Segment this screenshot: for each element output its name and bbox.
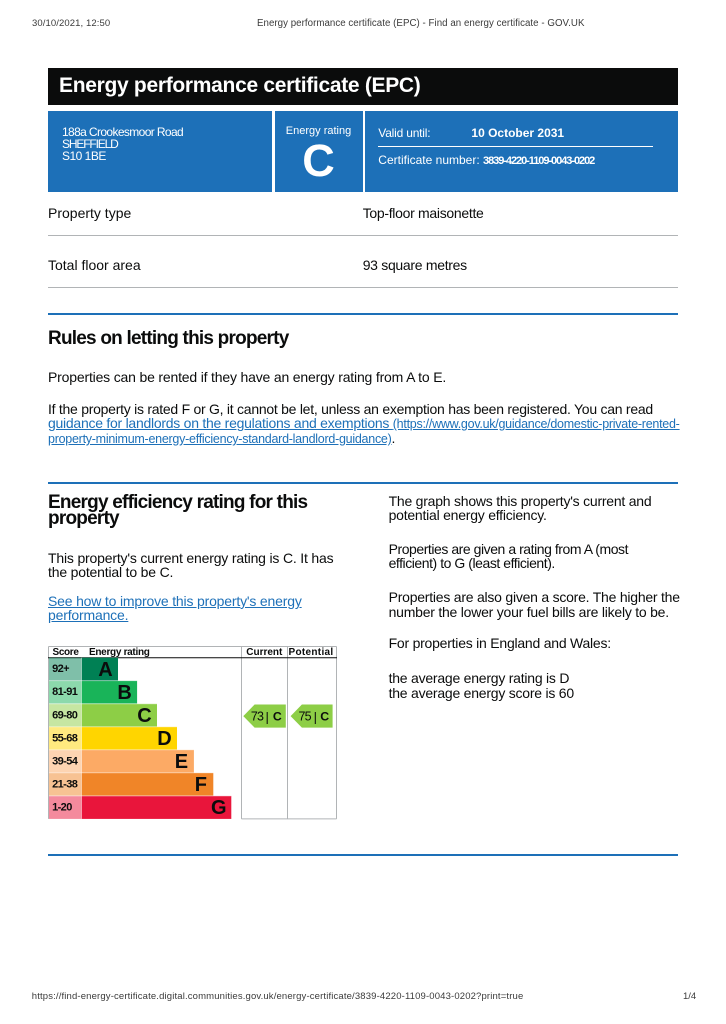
svg-text:55-68: 55-68 [52, 732, 78, 744]
svg-text:G: G [211, 797, 227, 819]
svg-text:21-38: 21-38 [52, 778, 78, 790]
svg-text:73: 73 [250, 710, 263, 724]
svg-text:|: | [313, 710, 316, 725]
svg-text:92+: 92+ [52, 663, 69, 675]
svg-text:E: E [174, 751, 187, 773]
svg-text:|: | [265, 710, 268, 725]
svg-text:39-54: 39-54 [52, 755, 79, 767]
svg-text:75: 75 [298, 710, 311, 724]
svg-text:Current: Current [246, 647, 283, 658]
svg-text:C: C [137, 705, 151, 727]
svg-text:D: D [157, 728, 171, 750]
svg-text:C: C [320, 710, 329, 724]
svg-text:69-80: 69-80 [52, 709, 78, 721]
svg-text:1-20: 1-20 [52, 801, 72, 813]
svg-text:Score: Score [52, 647, 79, 658]
svg-text:F: F [194, 774, 206, 796]
svg-text:C: C [272, 710, 281, 724]
svg-text:A: A [98, 659, 112, 681]
svg-text:B: B [117, 682, 131, 704]
svg-text:Potential: Potential [288, 647, 333, 658]
svg-text:81-91: 81-91 [52, 686, 78, 698]
svg-text:Energy rating: Energy rating [89, 647, 150, 658]
